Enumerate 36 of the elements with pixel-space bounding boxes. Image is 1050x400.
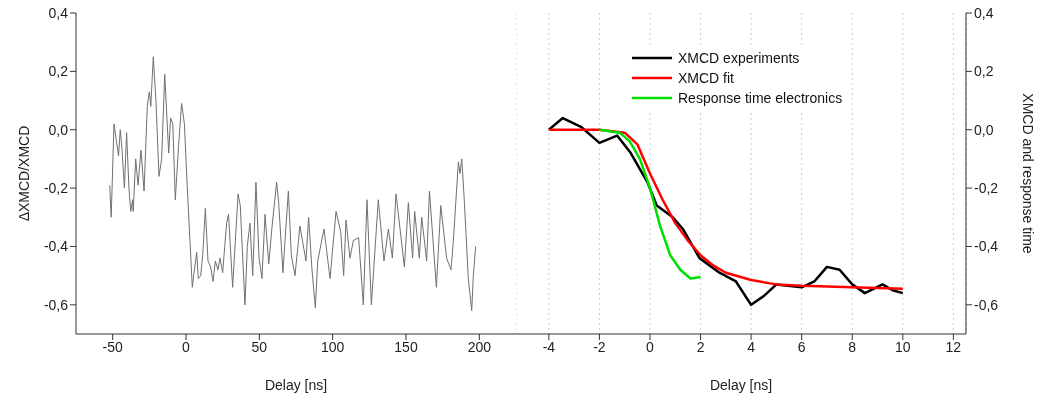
line-series bbox=[598, 128, 702, 280]
x-tick-label: 0 bbox=[182, 338, 191, 355]
y2-tick-label: -0,4 bbox=[974, 238, 999, 255]
x-tick-label: 4 bbox=[747, 338, 756, 355]
y-tick-label: -0,2 bbox=[43, 180, 69, 197]
x-axis-title: Delay [ns] bbox=[264, 377, 328, 393]
y-tick-label: 0,4 bbox=[48, 4, 69, 21]
x-axis-title: Delay [ns] bbox=[709, 377, 773, 393]
x-tick-label: 100 bbox=[320, 338, 345, 355]
x-tick-label: -4 bbox=[542, 338, 556, 355]
line-series bbox=[109, 56, 477, 312]
x-tick-label: 50 bbox=[251, 338, 268, 355]
y2-tick-label: 0,0 bbox=[974, 121, 994, 138]
y2-tick-label: 0,4 bbox=[974, 4, 994, 21]
legend-label: XMCD fit bbox=[678, 70, 734, 86]
y2-tick-label: 0,2 bbox=[974, 63, 994, 80]
y-tick-label: 0,0 bbox=[48, 121, 69, 138]
x-tick-label: 8 bbox=[848, 338, 857, 355]
y-tick-label: -0,4 bbox=[43, 238, 69, 255]
x-tick-label: 6 bbox=[797, 338, 806, 355]
x-tick-label: 150 bbox=[394, 338, 418, 355]
legend-label: XMCD experiments bbox=[678, 50, 800, 66]
legend-label: Response time electronics bbox=[678, 90, 843, 106]
y-axis-title: ΔXMCD/XMCD bbox=[15, 125, 32, 222]
x-tick-label: -2 bbox=[593, 338, 606, 355]
x-tick-label: 12 bbox=[945, 338, 962, 355]
x-tick-label: 0 bbox=[646, 338, 655, 355]
y-tick-label: -0,6 bbox=[43, 296, 69, 313]
y2-tick-label: -0,6 bbox=[974, 296, 999, 313]
x-tick-label: 10 bbox=[895, 338, 911, 355]
x-tick-label: 2 bbox=[696, 338, 705, 355]
x-tick-label: -50 bbox=[102, 338, 123, 355]
x-tick-label: 200 bbox=[467, 338, 492, 355]
y2-axis-title: XMCD and response time bbox=[1019, 93, 1036, 254]
y2-tick-label: -0,2 bbox=[974, 180, 999, 197]
y-tick-label: 0,2 bbox=[48, 63, 69, 80]
